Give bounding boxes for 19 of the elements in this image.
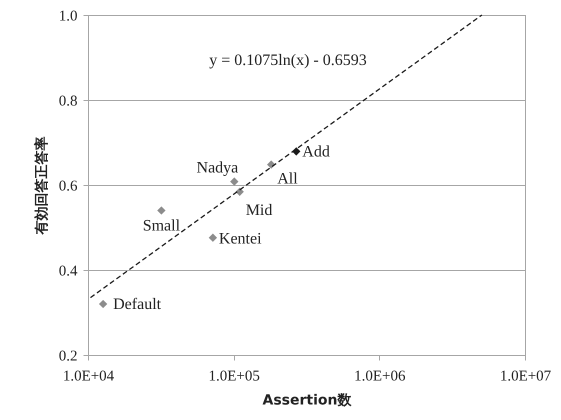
series-label: Default xyxy=(113,296,162,313)
series-label: Small xyxy=(142,218,181,234)
x-tick-label: 1.0E+05 xyxy=(208,368,260,384)
y-tick-label: 0.4 xyxy=(58,264,78,280)
annotation: y = 0.1075ln(x) - 0.6593 xyxy=(209,52,367,69)
series-label: All xyxy=(277,170,298,188)
x-tick-label: 1.0E+06 xyxy=(354,368,406,384)
y-tick-label: 1.0 xyxy=(58,8,78,24)
x-axis-title: Assertion数 xyxy=(262,392,352,408)
x-tick-label: 1.0E+04 xyxy=(62,368,115,384)
y-tick-label: 0.2 xyxy=(58,348,78,364)
y-tick-label: 0.8 xyxy=(58,94,78,110)
y-tick-label: 0.6 xyxy=(58,178,78,194)
series-label: Mid xyxy=(246,202,272,219)
series-label: Nadya xyxy=(196,160,238,177)
x-tick-label: 1.0E+07 xyxy=(500,368,552,384)
series-label: Add xyxy=(302,143,330,160)
y-axis-title: 有効回答正答率 xyxy=(32,136,50,236)
series-label: Kentei xyxy=(218,230,262,248)
